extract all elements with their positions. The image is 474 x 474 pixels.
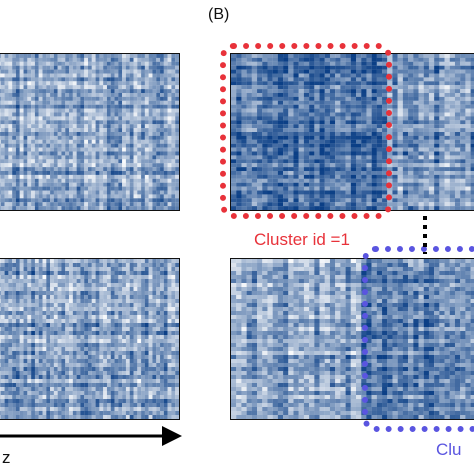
axis-label: z xyxy=(2,448,11,468)
connector-dots xyxy=(418,212,432,256)
left-top-heatmap-svg xyxy=(0,54,179,210)
panel-b-label: (B) xyxy=(208,6,229,24)
left-top-heatmap xyxy=(0,53,180,211)
cluster-2-label: Clu xyxy=(436,440,462,460)
cluster-1-box xyxy=(220,43,392,219)
left-bottom-heatmap xyxy=(0,258,180,420)
left-bottom-heatmap-svg xyxy=(0,259,179,419)
cluster-2-box xyxy=(362,246,474,432)
cluster-1-label: Cluster id =1 xyxy=(254,230,350,250)
axis-arrow xyxy=(0,422,186,450)
